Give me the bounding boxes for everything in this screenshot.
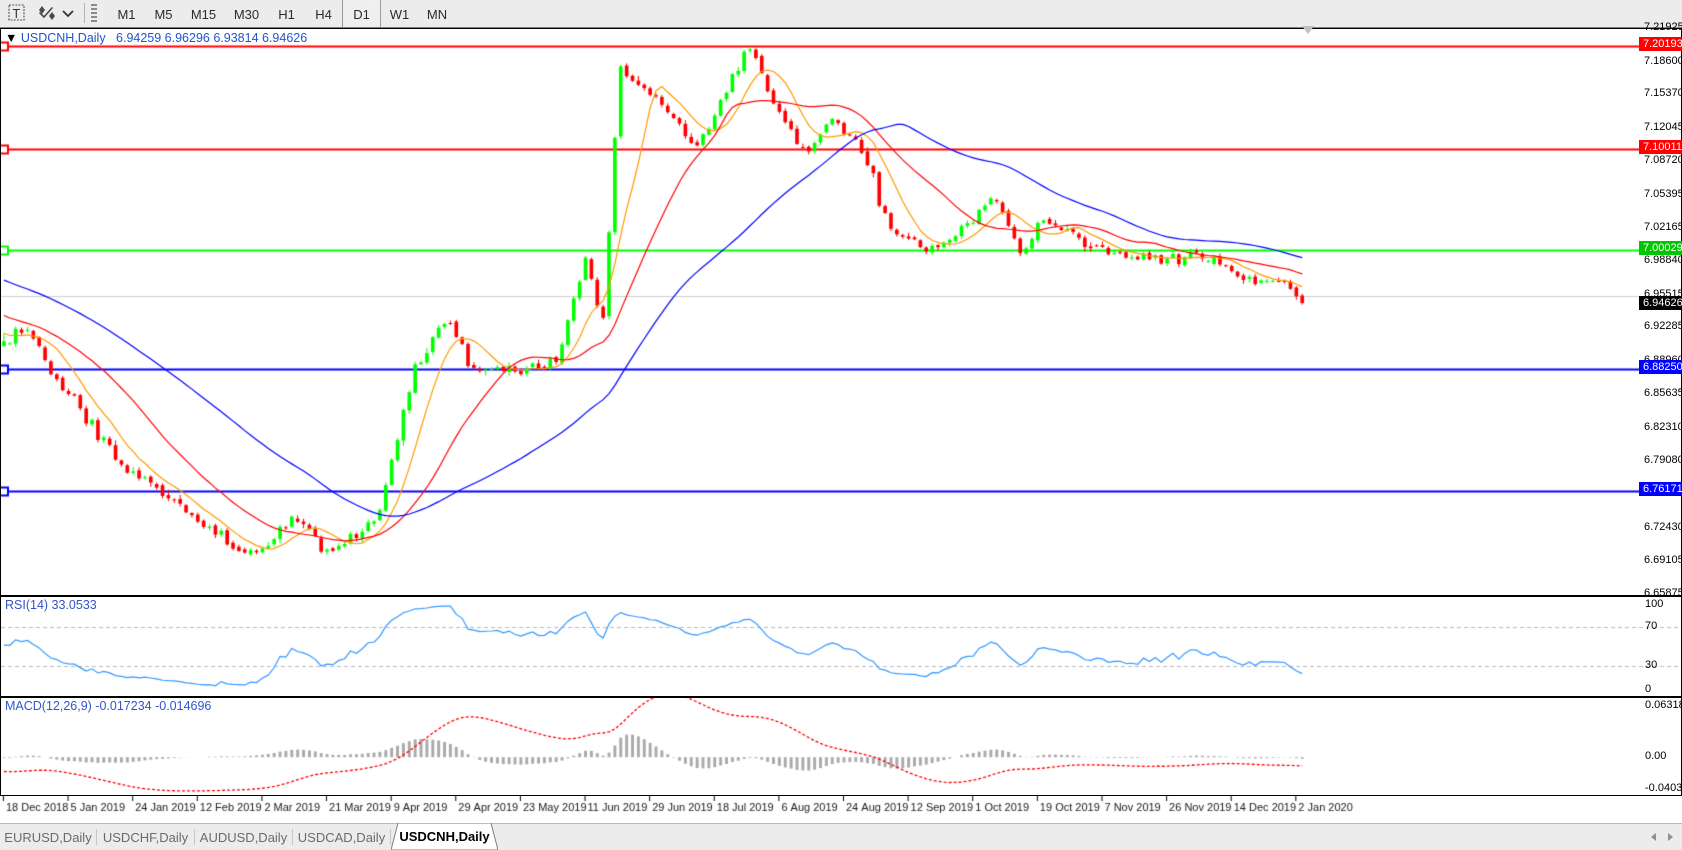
svg-text:T: T [13,7,21,21]
